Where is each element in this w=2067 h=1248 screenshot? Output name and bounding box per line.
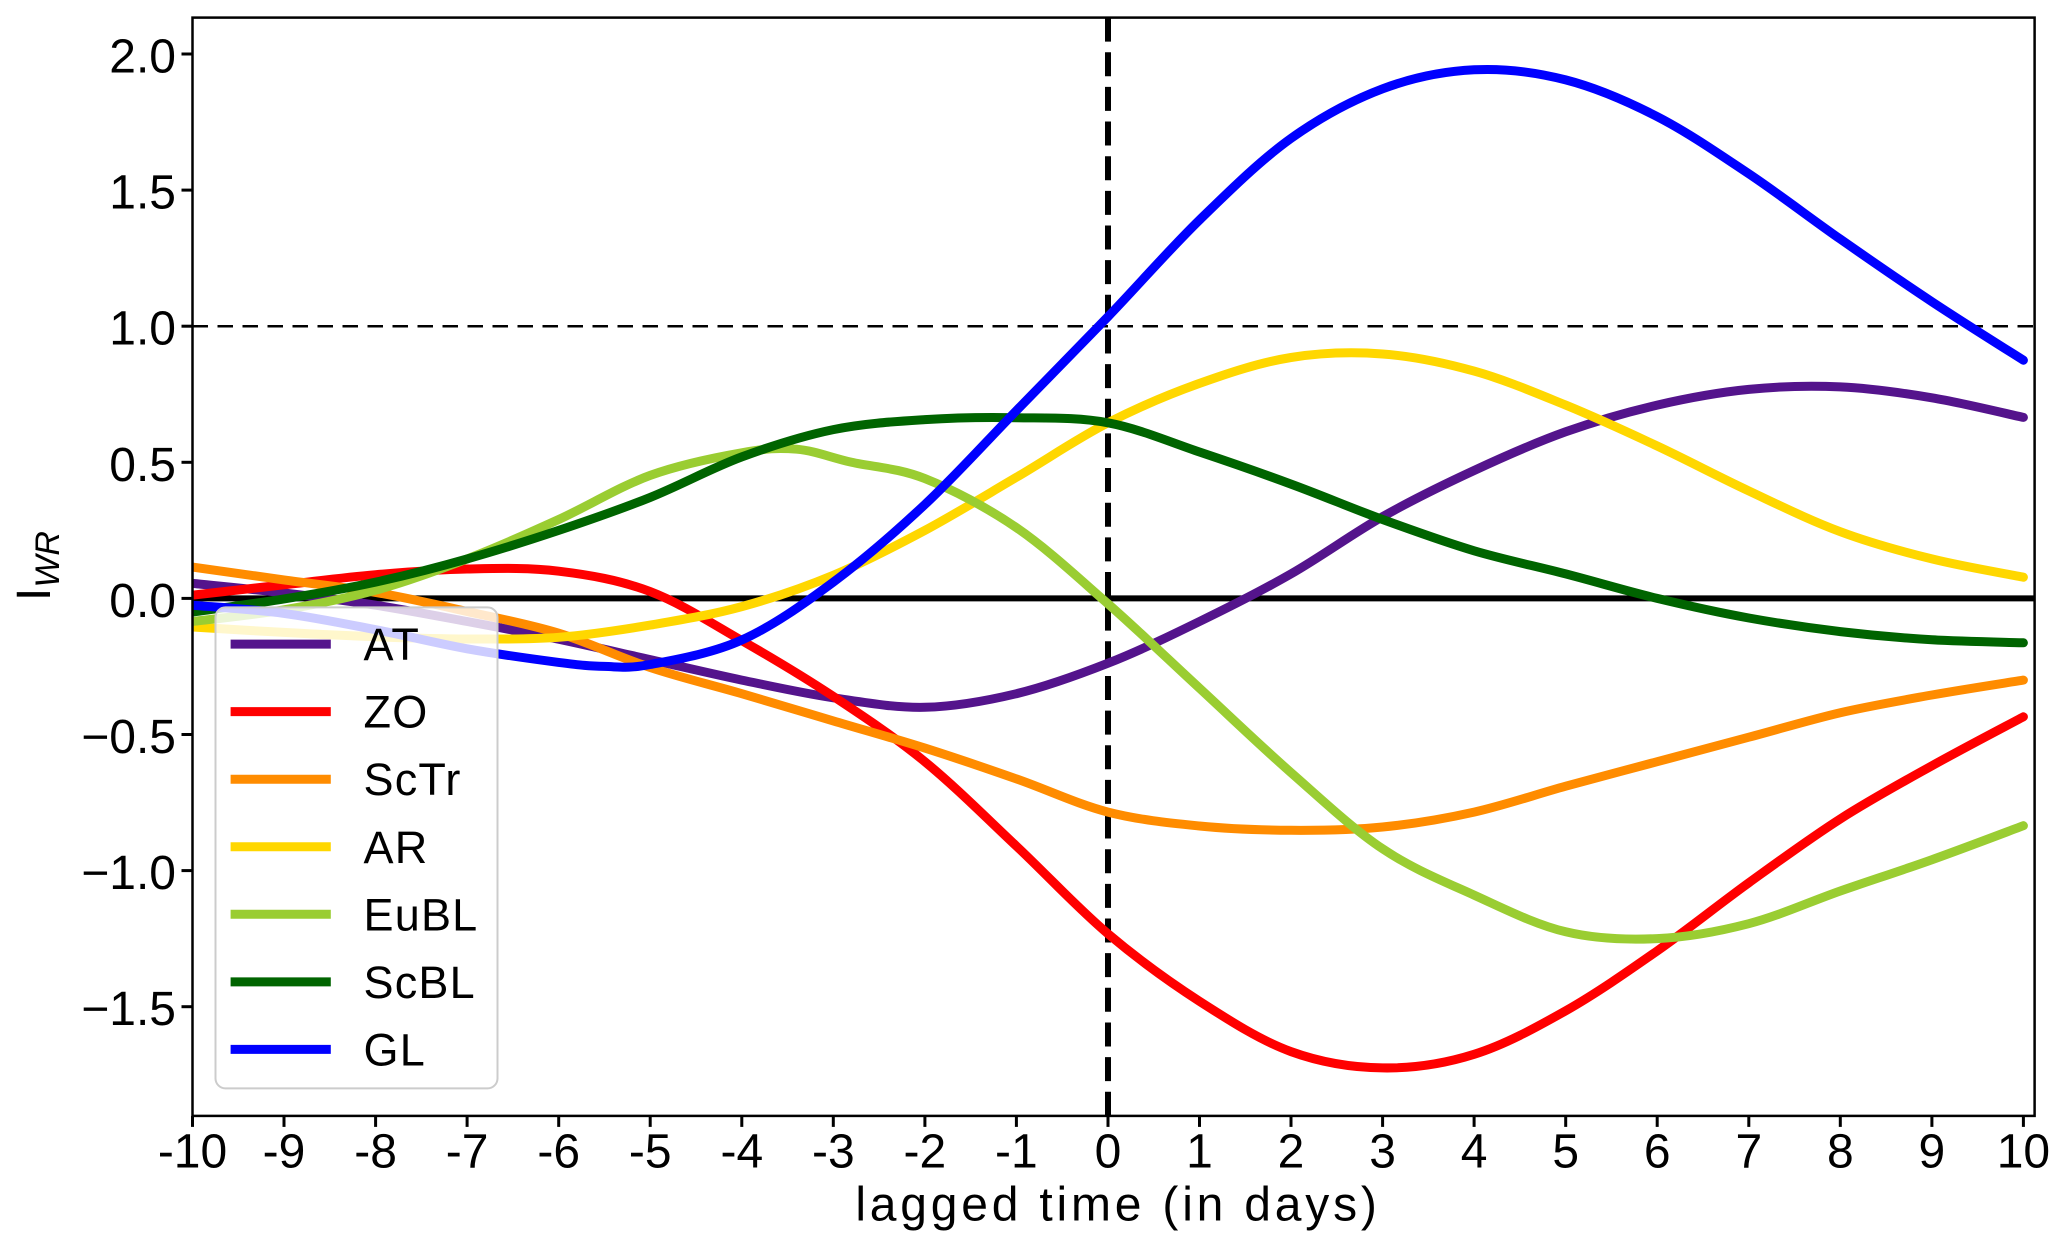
svg-text:9: 9 [1919,1126,1946,1179]
svg-text:5: 5 [1552,1126,1579,1179]
svg-text:1: 1 [1186,1126,1213,1179]
svg-text:0.0: 0.0 [109,575,176,628]
svg-text:0: 0 [1095,1126,1122,1179]
svg-text:2.0: 2.0 [109,31,176,84]
svg-text:ZO: ZO [364,687,429,738]
svg-text:−1.0: −1.0 [81,847,176,900]
svg-text:-5: -5 [629,1126,672,1179]
svg-text:3: 3 [1369,1126,1396,1179]
svg-text:-10: -10 [158,1126,227,1179]
svg-text:4: 4 [1461,1126,1488,1179]
svg-text:-2: -2 [904,1126,947,1179]
svg-text:ScTr: ScTr [364,754,462,805]
svg-text:-4: -4 [720,1126,763,1179]
svg-text:1.0: 1.0 [109,303,176,356]
svg-text:0.5: 0.5 [109,439,176,492]
svg-text:10: 10 [1997,1126,2050,1179]
svg-text:ScBL: ScBL [364,957,476,1008]
svg-text:8: 8 [1827,1126,1854,1179]
svg-text:1.5: 1.5 [109,167,176,220]
svg-text:6: 6 [1644,1126,1671,1179]
svg-text:lagged time (in days): lagged time (in days) [855,1179,1380,1232]
svg-text:−0.5: −0.5 [81,711,176,764]
svg-text:AR: AR [364,822,429,873]
svg-text:-1: -1 [995,1126,1038,1179]
svg-text:-8: -8 [354,1126,397,1179]
svg-text:-9: -9 [263,1126,306,1179]
svg-text:2: 2 [1278,1126,1305,1179]
svg-text:-3: -3 [812,1126,855,1179]
svg-text:AT: AT [364,619,421,670]
svg-text:IWR: IWR [8,531,67,601]
svg-text:GL: GL [364,1024,426,1075]
svg-text:-7: -7 [446,1126,489,1179]
svg-text:7: 7 [1735,1126,1762,1179]
svg-text:EuBL: EuBL [364,889,479,940]
svg-text:-6: -6 [537,1126,580,1179]
svg-text:−1.5: −1.5 [81,983,176,1036]
